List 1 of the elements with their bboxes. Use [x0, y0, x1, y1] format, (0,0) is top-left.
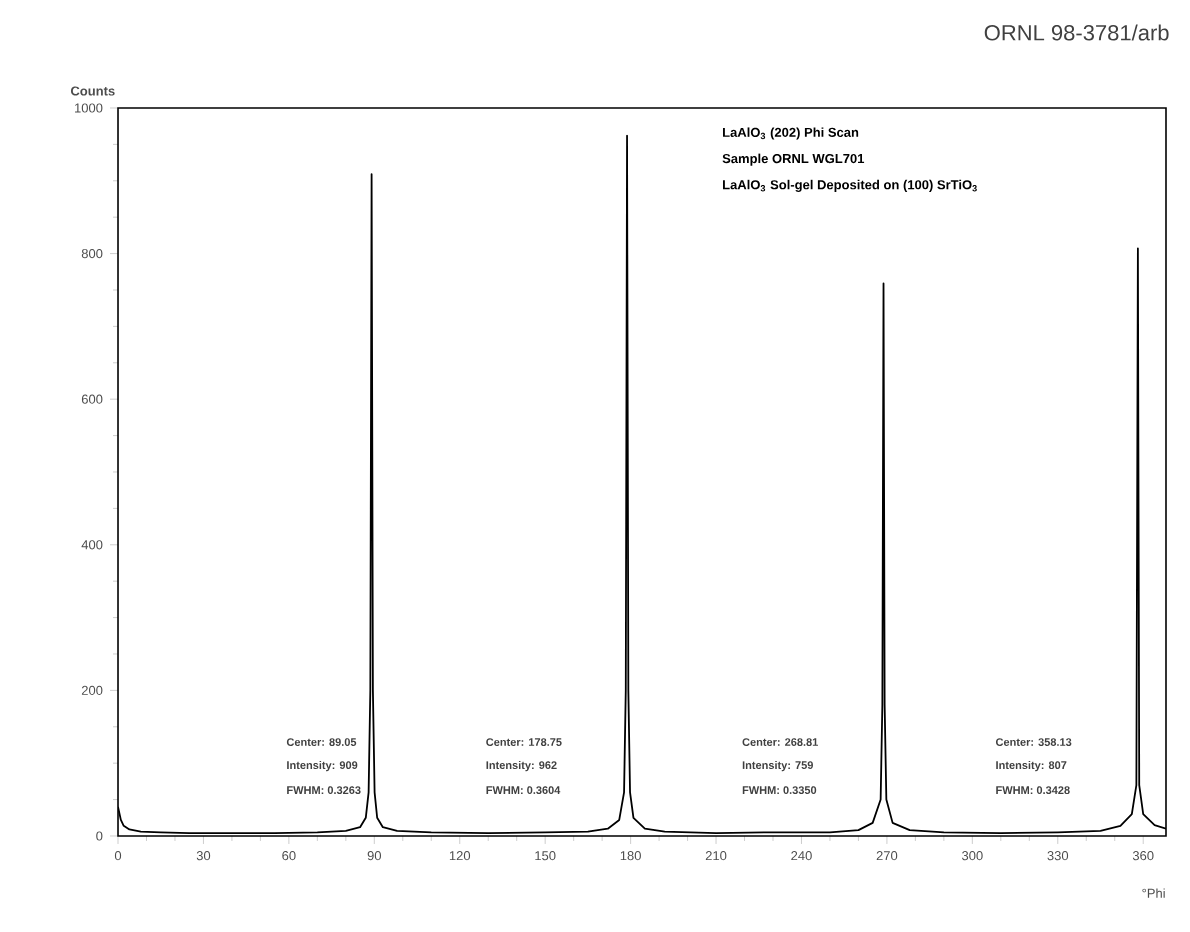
text: ORNL 98-3781/arb	[984, 24, 1169, 41]
